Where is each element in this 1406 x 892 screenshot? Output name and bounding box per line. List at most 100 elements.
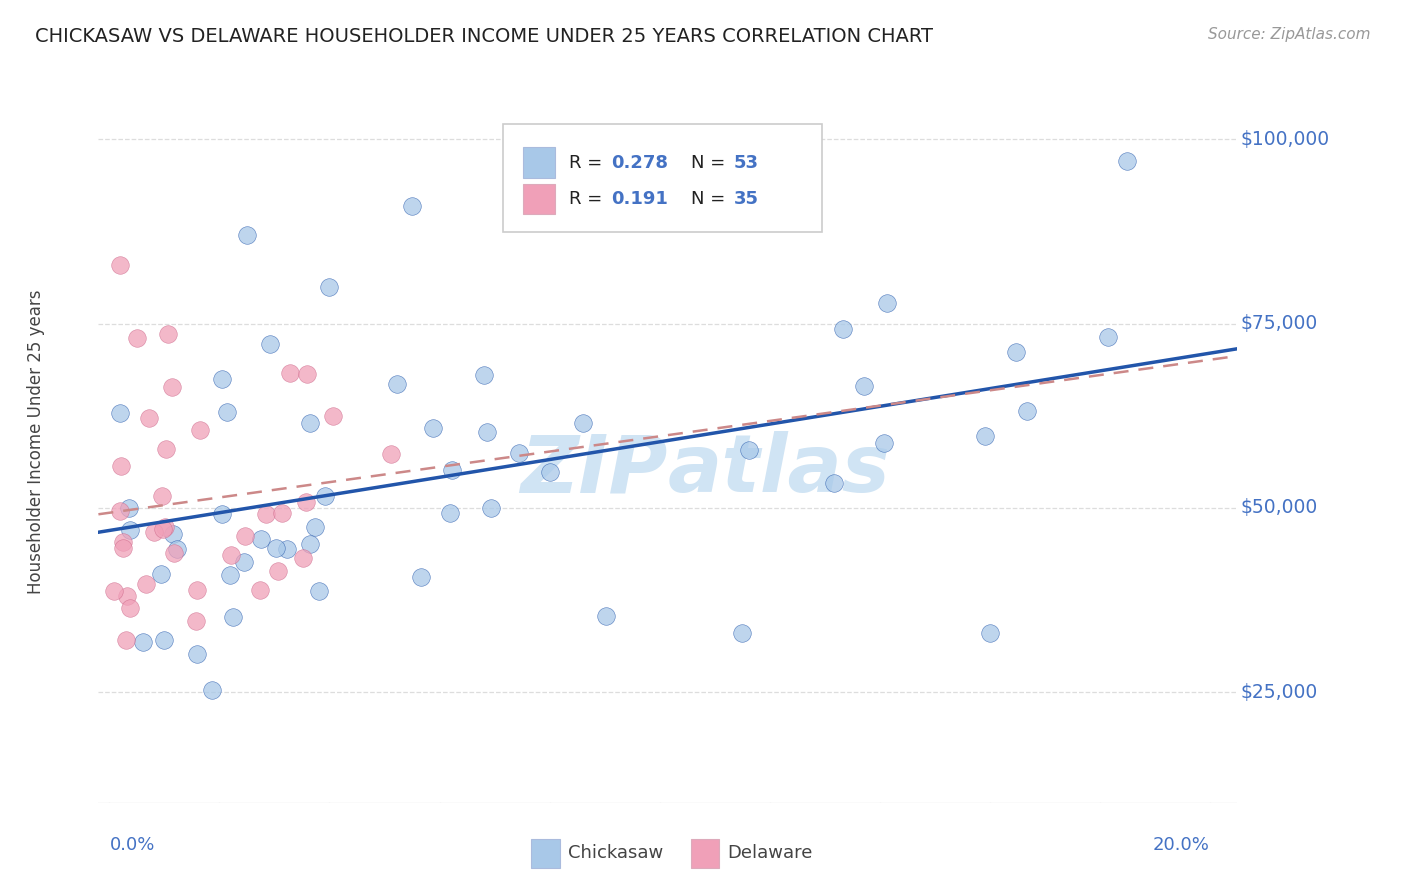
Point	[111, 541, 134, 555]
Point	[153, 633, 176, 648]
Point	[186, 583, 208, 598]
Text: N =: N =	[690, 153, 731, 171]
Bar	[690, 838, 718, 868]
Bar	[523, 147, 555, 178]
Text: Householder Income Under 25 years: Householder Income Under 25 years	[27, 289, 45, 594]
Point	[873, 436, 896, 450]
Point	[153, 520, 176, 534]
Point	[572, 416, 595, 430]
Text: R =: R =	[569, 153, 607, 171]
Point	[190, 424, 212, 438]
Point	[314, 489, 336, 503]
Point	[152, 522, 174, 536]
Point	[135, 577, 157, 591]
Point	[155, 442, 177, 456]
Text: 0.278: 0.278	[612, 153, 668, 171]
Point	[110, 504, 132, 518]
Text: 35: 35	[734, 190, 759, 208]
Text: $100,000: $100,000	[1240, 129, 1330, 149]
Point	[472, 368, 495, 383]
Point	[236, 228, 259, 243]
Text: Chickasaw: Chickasaw	[568, 845, 662, 863]
Point	[731, 626, 754, 640]
Point	[118, 600, 141, 615]
Text: CHICKASAW VS DELAWARE HOUSEHOLDER INCOME UNDER 25 YEARS CORRELATION CHART: CHICKASAW VS DELAWARE HOUSEHOLDER INCOME…	[35, 27, 934, 45]
Point	[217, 405, 239, 419]
Point	[120, 523, 142, 537]
Point	[1015, 404, 1038, 418]
Point	[249, 582, 271, 597]
Point	[422, 420, 444, 434]
Point	[211, 372, 233, 386]
Point	[211, 507, 233, 521]
Point	[125, 331, 148, 345]
Point	[115, 589, 138, 603]
Point	[110, 406, 132, 420]
FancyBboxPatch shape	[503, 124, 821, 232]
Text: Delaware: Delaware	[727, 845, 813, 863]
Point	[186, 615, 208, 629]
Point	[264, 541, 287, 556]
Text: 0.191: 0.191	[612, 190, 668, 208]
Point	[508, 445, 530, 459]
Point	[291, 551, 314, 566]
Point	[156, 327, 179, 342]
Point	[149, 566, 172, 581]
Point	[738, 443, 761, 458]
Point	[103, 583, 125, 598]
Point	[481, 500, 503, 515]
Text: N =: N =	[690, 190, 731, 208]
Point	[595, 609, 617, 624]
Point	[276, 541, 298, 556]
Point	[162, 526, 184, 541]
Point	[1116, 154, 1139, 169]
Point	[295, 495, 318, 509]
Bar	[523, 184, 555, 214]
Text: ZIP: ZIP	[520, 432, 668, 509]
Point	[1004, 345, 1026, 359]
Point	[385, 376, 408, 391]
Point	[299, 416, 322, 430]
Text: Source: ZipAtlas.com: Source: ZipAtlas.com	[1208, 27, 1371, 42]
Text: $25,000: $25,000	[1240, 682, 1317, 702]
Point	[298, 537, 321, 551]
Point	[150, 489, 173, 503]
Point	[322, 409, 344, 423]
Point	[318, 279, 340, 293]
Point	[832, 322, 855, 336]
Point	[163, 546, 186, 560]
Point	[256, 507, 278, 521]
Point	[232, 555, 254, 569]
Point	[974, 428, 997, 442]
Point	[876, 296, 898, 310]
Point	[249, 532, 271, 546]
Point	[475, 425, 498, 439]
Point	[409, 570, 432, 584]
Point	[142, 525, 165, 540]
Point	[118, 501, 141, 516]
Point	[221, 610, 243, 624]
Point	[380, 447, 402, 461]
Text: $50,000: $50,000	[1240, 499, 1317, 517]
Text: 53: 53	[734, 153, 759, 171]
Point	[979, 626, 1001, 640]
Point	[538, 466, 561, 480]
Text: 20.0%: 20.0%	[1153, 836, 1209, 854]
Point	[823, 476, 845, 491]
Text: $75,000: $75,000	[1240, 314, 1317, 333]
Point	[166, 541, 188, 556]
Point	[110, 258, 132, 272]
Point	[138, 411, 160, 425]
Text: R =: R =	[569, 190, 613, 208]
Point	[271, 506, 294, 520]
Bar	[531, 838, 560, 868]
Point	[221, 549, 243, 563]
Point	[439, 506, 461, 520]
Point	[132, 635, 155, 649]
Point	[160, 379, 183, 393]
Point	[219, 568, 242, 582]
Point	[441, 463, 464, 477]
Text: 0.0%: 0.0%	[110, 836, 155, 854]
Point	[115, 633, 138, 648]
Point	[280, 367, 302, 381]
